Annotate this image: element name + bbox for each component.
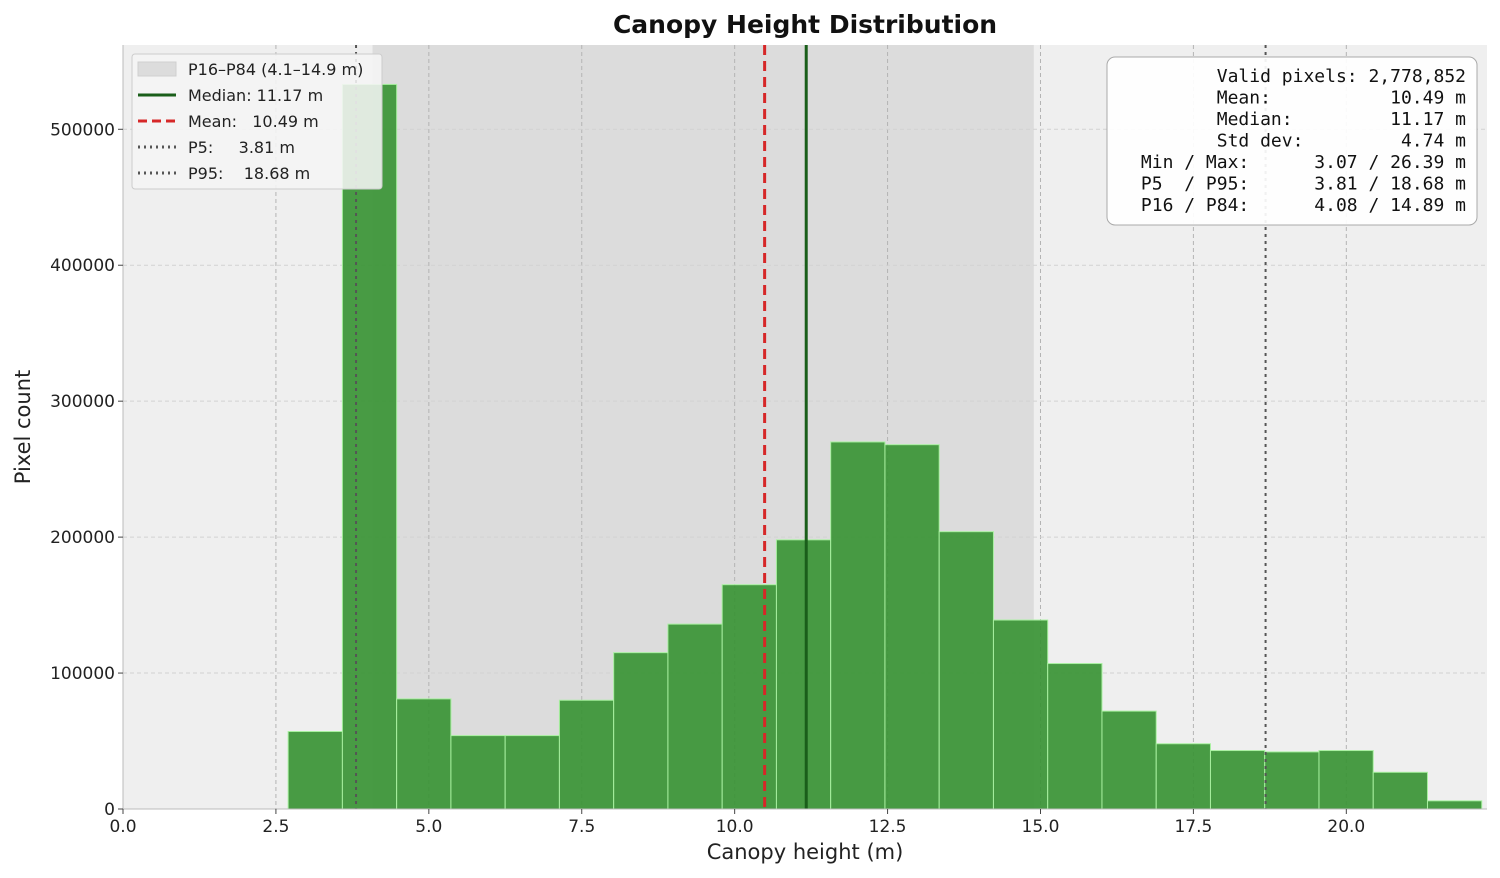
x-tick-label: 10.0 [716, 817, 754, 837]
legend-swatch-band [137, 61, 177, 77]
histogram-bar [667, 623, 723, 810]
histogram-bar [287, 731, 343, 810]
x-axis-label: Canopy height (m) [707, 840, 904, 864]
histogram-bar [721, 584, 777, 810]
histogram-bar [613, 652, 669, 810]
histogram-bar [1264, 751, 1320, 810]
y-tick-label: 200000 [50, 528, 115, 548]
histogram-bar [1372, 771, 1428, 810]
y-tick-label: 500000 [50, 120, 115, 140]
y-tick-label: 400000 [50, 256, 115, 276]
chart-title: Canopy Height Distribution [613, 10, 997, 39]
y-ticks-layer: 0 100000 200000 300000 400000 500000 [50, 120, 123, 820]
legend-frame [131, 53, 383, 190]
histogram-bar [938, 531, 994, 810]
histogram-bar [504, 735, 560, 810]
axes-layer [122, 45, 1487, 810]
histogram-bar [1047, 663, 1103, 810]
x-tick-label: 17.5 [1174, 817, 1212, 837]
stats-line: Median: 11.17 m [1130, 109, 1466, 130]
legend-label: Median: 11.17 m [188, 86, 323, 105]
histogram-bar [775, 539, 832, 810]
bars-layer [287, 83, 1483, 810]
histogram-bar [450, 735, 506, 810]
histogram-bar [1318, 750, 1374, 810]
x-tick-label: 12.5 [869, 817, 907, 837]
stats-line: Std dev: 4.74 m [1130, 131, 1466, 152]
legend-label: Mean: 10.49 m [188, 112, 319, 131]
stats-box: Valid pixels: 2,778,852 Mean: 10.49 m Me… [1106, 56, 1478, 226]
histogram-bar [1426, 800, 1483, 810]
legend-label: P5: 3.81 m [188, 138, 295, 157]
stats-line: Valid pixels: 2,778,852 [1141, 66, 1466, 87]
x-tick-label: 2.5 [262, 817, 289, 837]
legend-label: P16–P84 (4.1–14.9 m) [188, 60, 363, 79]
y-tick-label: 100000 [50, 664, 115, 684]
histogram-bar [396, 698, 452, 810]
stats-line: P5 / P95: 3.81 / 18.68 m [1141, 174, 1466, 195]
histogram-bar [341, 83, 398, 810]
stats-frame [1106, 56, 1478, 226]
stats-line: Mean: 10.49 m [1130, 88, 1466, 109]
x-tick-label: 15.0 [1022, 817, 1060, 837]
x-tick-label: 0.0 [109, 817, 136, 837]
histogram-bar [884, 444, 940, 810]
histogram-bar [558, 699, 615, 810]
x-tick-label: 5.0 [415, 817, 442, 837]
histogram-bar [1101, 710, 1157, 810]
legend: P16–P84 (4.1–14.9 m) Median: 11.17 m Mean:… [131, 53, 383, 190]
stats-line: Min / Max: 3.07 / 26.39 m [1141, 152, 1466, 173]
y-axis-label: Pixel count [11, 370, 35, 485]
histogram-bar [830, 441, 886, 810]
histogram-bar [992, 619, 1049, 810]
stats-line: P16 / P84: 4.08 / 14.89 m [1141, 195, 1466, 216]
histogram-bar [1209, 750, 1266, 810]
histogram-bar [1155, 743, 1211, 810]
legend-label: P95: 18.68 m [188, 164, 310, 183]
x-tick-label: 20.0 [1327, 817, 1365, 837]
x-ticks-layer: 0.0 2.5 5.0 7.5 10.0 12.5 15.0 17.5 20.0 [109, 809, 1365, 837]
y-tick-label: 0 [104, 800, 115, 820]
x-tick-label: 7.5 [568, 817, 595, 837]
y-tick-label: 300000 [50, 392, 115, 412]
